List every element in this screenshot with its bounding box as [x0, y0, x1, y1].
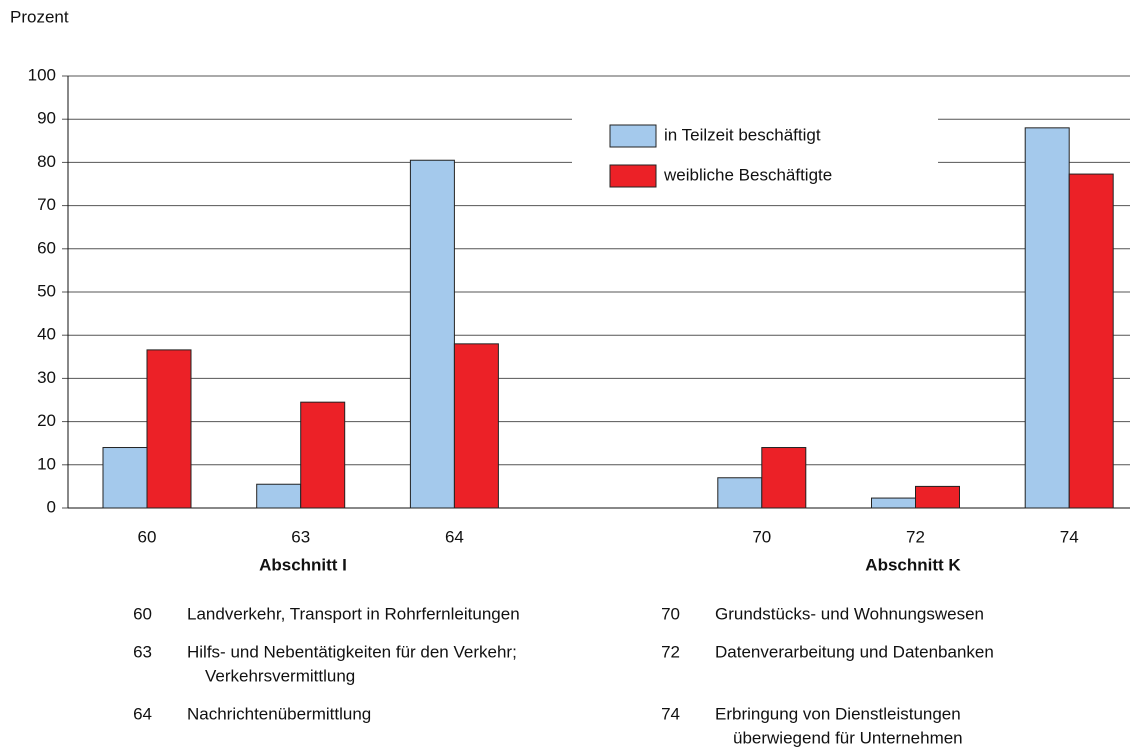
- y-tick-label: 80: [37, 152, 56, 171]
- bar: [761, 447, 807, 509]
- y-tick-label: 40: [37, 325, 56, 344]
- y-tick-label: 90: [37, 109, 56, 128]
- bar: [717, 477, 763, 509]
- legend-swatch: [609, 124, 657, 148]
- bar: [915, 485, 960, 509]
- note-text: Grundstücks- und Wohnungswesen: [715, 604, 984, 623]
- note-code: 72: [661, 642, 680, 661]
- x-tick-label: 72: [906, 527, 925, 546]
- bar: [1024, 127, 1070, 509]
- note-text: Erbringung von Dienstleistungen: [715, 704, 961, 723]
- note-code: 60: [133, 604, 152, 623]
- note-text: überwiegend für Unternehmen: [733, 728, 963, 747]
- bar: [300, 401, 346, 509]
- y-tick-label: 0: [47, 497, 56, 516]
- y-tick-label: 10: [37, 454, 56, 473]
- y-tick-label: 70: [37, 195, 56, 214]
- note-text: Datenverarbeitung und Datenbanken: [715, 642, 994, 661]
- legend-label: in Teilzeit beschäftigt: [664, 125, 821, 144]
- y-tick-label: 30: [37, 368, 56, 387]
- y-tick-label: 60: [37, 238, 56, 257]
- note-code: 70: [661, 604, 680, 623]
- legend-label: weibliche Beschäftigte: [663, 165, 832, 184]
- bar: [871, 497, 916, 509]
- note-text: Landverkehr, Transport in Rohrfernleitun…: [187, 604, 520, 623]
- note-text: Hilfs- und Nebentätigkeiten für den Verk…: [187, 642, 517, 661]
- bar: [102, 447, 148, 509]
- y-axis-label: Prozent: [10, 7, 69, 26]
- legend-swatch: [609, 164, 657, 188]
- y-tick-label: 50: [37, 281, 56, 300]
- note-code: 63: [133, 642, 152, 661]
- x-tick-label: 74: [1060, 527, 1079, 546]
- x-tick-label: 60: [138, 527, 157, 546]
- bar: [146, 349, 192, 509]
- x-tick-label: 64: [445, 527, 464, 546]
- group-label: Abschnitt I: [259, 555, 347, 574]
- group-label: Abschnitt K: [865, 555, 961, 574]
- bar: [1068, 173, 1114, 509]
- x-tick-label: 70: [752, 527, 771, 546]
- y-tick-label: 20: [37, 411, 56, 430]
- bar: [453, 343, 499, 509]
- note-code: 74: [661, 704, 680, 723]
- note-code: 64: [133, 704, 152, 723]
- y-tick-label: 100: [28, 65, 56, 84]
- note-text: Verkehrsvermittlung: [205, 666, 355, 685]
- x-tick-label: 63: [291, 527, 310, 546]
- bar: [409, 159, 455, 509]
- note-text: Nachrichtenübermittlung: [187, 704, 371, 723]
- bar: [256, 483, 302, 509]
